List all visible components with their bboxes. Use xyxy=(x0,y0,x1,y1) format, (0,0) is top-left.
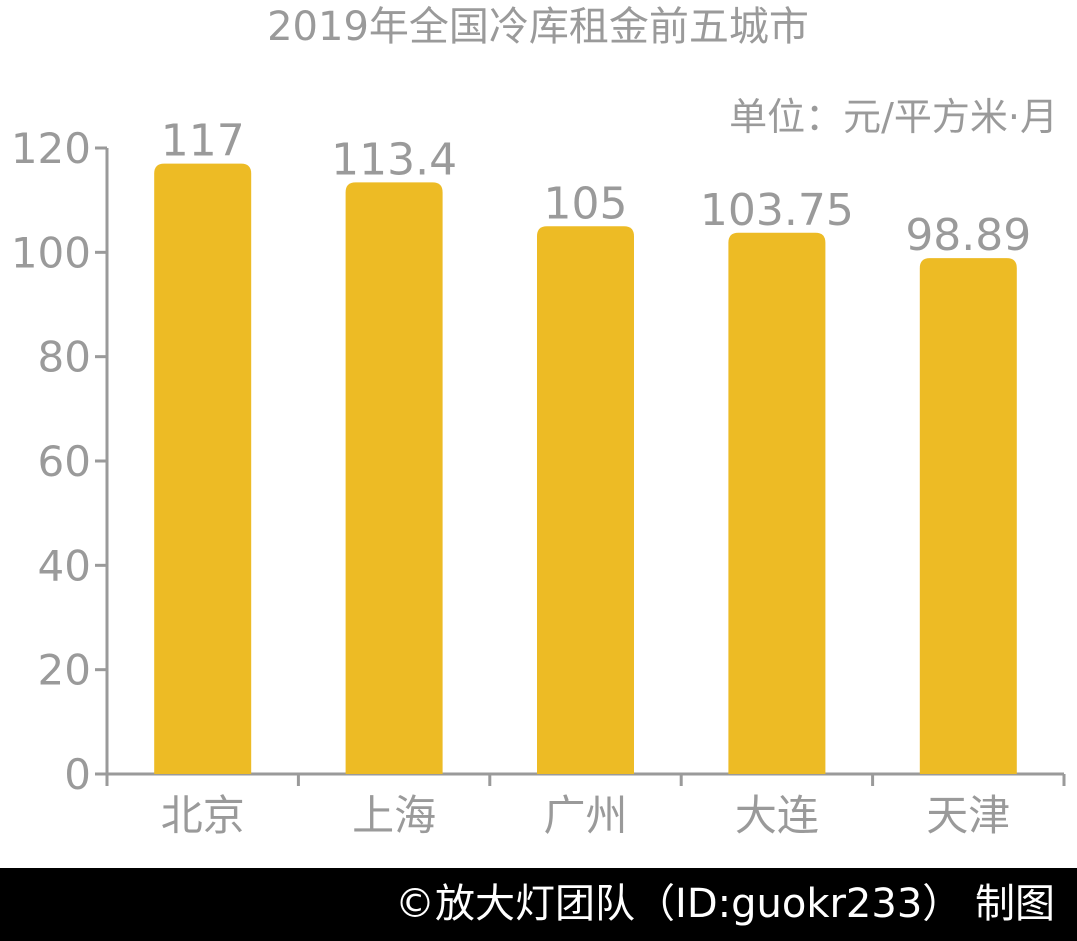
bar-value-label: 117 xyxy=(161,116,245,167)
y-tick-label: 0 xyxy=(64,750,91,799)
bar-value-label: 103.75 xyxy=(700,185,854,236)
bar xyxy=(919,258,1017,774)
bar xyxy=(154,163,252,774)
x-axis xyxy=(105,772,1066,786)
x-category-label: 广州 xyxy=(543,791,627,840)
y-tick-label: 80 xyxy=(38,333,91,382)
x-category-label: 大连 xyxy=(735,791,819,840)
unit-label: 单位：元/平方米·月 xyxy=(729,95,1058,139)
y-tick-label: 100 xyxy=(11,228,91,277)
credit-footer: ©放大灯团队（ID:guokr233） 制图 xyxy=(0,868,1077,941)
chart-title: 2019年全国冷库租金前五城市 xyxy=(267,4,809,50)
bar-value-label: 98.89 xyxy=(905,210,1031,261)
value-labels: 117 113.4 105 103.75 98.89 xyxy=(161,116,1032,261)
y-tick-label: 40 xyxy=(38,541,91,590)
y-tick-label: 20 xyxy=(38,646,91,695)
x-category-label: 天津 xyxy=(926,791,1010,840)
y-tick-label: 120 xyxy=(11,124,91,173)
bar xyxy=(345,182,443,774)
x-category-label: 北京 xyxy=(161,791,245,840)
bar-value-label: 105 xyxy=(544,178,628,229)
bar xyxy=(728,232,826,775)
x-category-label: 上海 xyxy=(352,791,436,840)
bar-chart: 2019年全国冷库租金前五城市 单位：元/平方米·月 0 20 40 60 80 100 1… xyxy=(11,4,1066,840)
bar xyxy=(537,226,634,774)
bars xyxy=(154,163,1017,775)
category-labels: 北京 上海 广州 大连 天津 xyxy=(161,791,1011,840)
credit-text: ©放大灯团队（ID:guokr233） 制图 xyxy=(395,881,1055,927)
y-tick-label: 60 xyxy=(38,437,91,486)
bar-value-label: 113.4 xyxy=(331,134,457,185)
y-axis: 0 20 40 60 80 100 120 xyxy=(11,124,109,799)
